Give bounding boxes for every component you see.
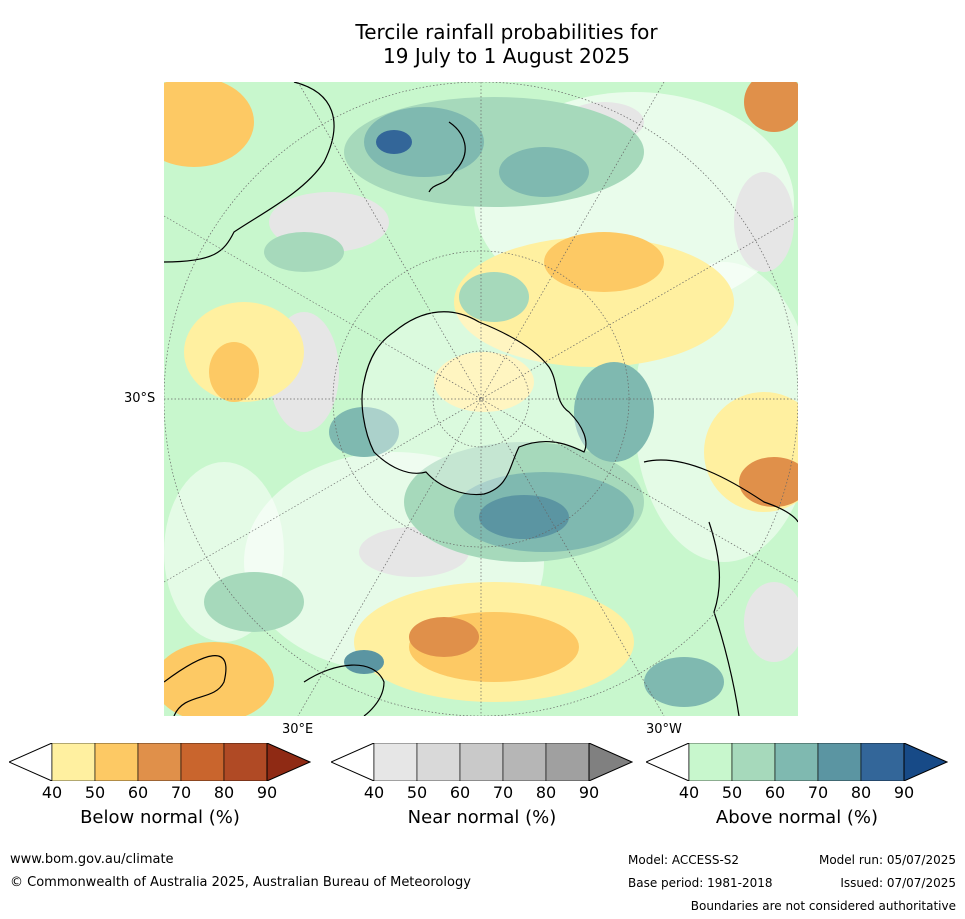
graticule bbox=[164, 82, 798, 716]
polar-rainfall-map bbox=[164, 82, 798, 716]
lon-label-30e: 30°E bbox=[282, 722, 314, 737]
above-tick-60: 60 bbox=[764, 783, 786, 802]
near-tick-60: 60 bbox=[449, 783, 471, 802]
south-america-coastline bbox=[643, 459, 798, 716]
above-tick-80: 80 bbox=[850, 783, 872, 802]
title-line-2: 19 July to 1 August 2025 bbox=[383, 44, 630, 68]
above-tick-90: 90 bbox=[893, 783, 915, 802]
above-tick-40: 40 bbox=[678, 783, 700, 802]
footer-disclaimer: Boundaries are not considered authoritat… bbox=[690, 899, 956, 913]
map-canvas bbox=[164, 82, 798, 716]
above-tick-70: 70 bbox=[807, 783, 829, 802]
lon-label-30w: 30°W bbox=[646, 722, 682, 737]
below-tick-60: 60 bbox=[127, 783, 149, 802]
lat-label-30s: 30°S bbox=[124, 391, 156, 406]
colorbar-below-normal bbox=[9, 743, 311, 781]
australia-coastline bbox=[164, 82, 335, 263]
footer-model-run: Model run: 05/07/2025 bbox=[818, 853, 956, 867]
below-tick-50: 50 bbox=[84, 783, 106, 802]
africa-coastline bbox=[164, 655, 227, 716]
footer-model: Model: ACCESS-S2 bbox=[628, 853, 740, 867]
near-tick-70: 70 bbox=[492, 783, 514, 802]
footer-url[interactable]: www.bom.gov.au/climate bbox=[10, 852, 174, 867]
footer-copyright: © Commonwealth of Australia 2025, Austra… bbox=[10, 875, 471, 890]
below-tick-80: 80 bbox=[213, 783, 235, 802]
below-tick-90: 90 bbox=[256, 783, 278, 802]
above-normal-label: Above normal (%) bbox=[715, 807, 879, 828]
above-tick-50: 50 bbox=[721, 783, 743, 802]
near-tick-80: 80 bbox=[535, 783, 557, 802]
chart-title: Tercile rainfall probabilities for 19 Ju… bbox=[0, 20, 965, 68]
near-tick-50: 50 bbox=[406, 783, 428, 802]
madagascar-coastline bbox=[303, 664, 385, 716]
colorbar-above-normal bbox=[646, 743, 948, 781]
below-tick-70: 70 bbox=[170, 783, 192, 802]
title-line-1: Tercile rainfall probabilities for bbox=[355, 20, 658, 44]
below-normal-label: Below normal (%) bbox=[80, 807, 240, 828]
near-normal-label: Near normal (%) bbox=[407, 807, 557, 828]
new-zealand-coastline bbox=[428, 121, 466, 193]
near-tick-40: 40 bbox=[363, 783, 385, 802]
footer-issued: Issued: 07/07/2025 bbox=[840, 876, 956, 890]
colorbar-near-normal bbox=[331, 743, 633, 781]
below-tick-40: 40 bbox=[41, 783, 63, 802]
footer-base-period: Base period: 1981-2018 bbox=[628, 876, 773, 890]
near-tick-90: 90 bbox=[578, 783, 600, 802]
